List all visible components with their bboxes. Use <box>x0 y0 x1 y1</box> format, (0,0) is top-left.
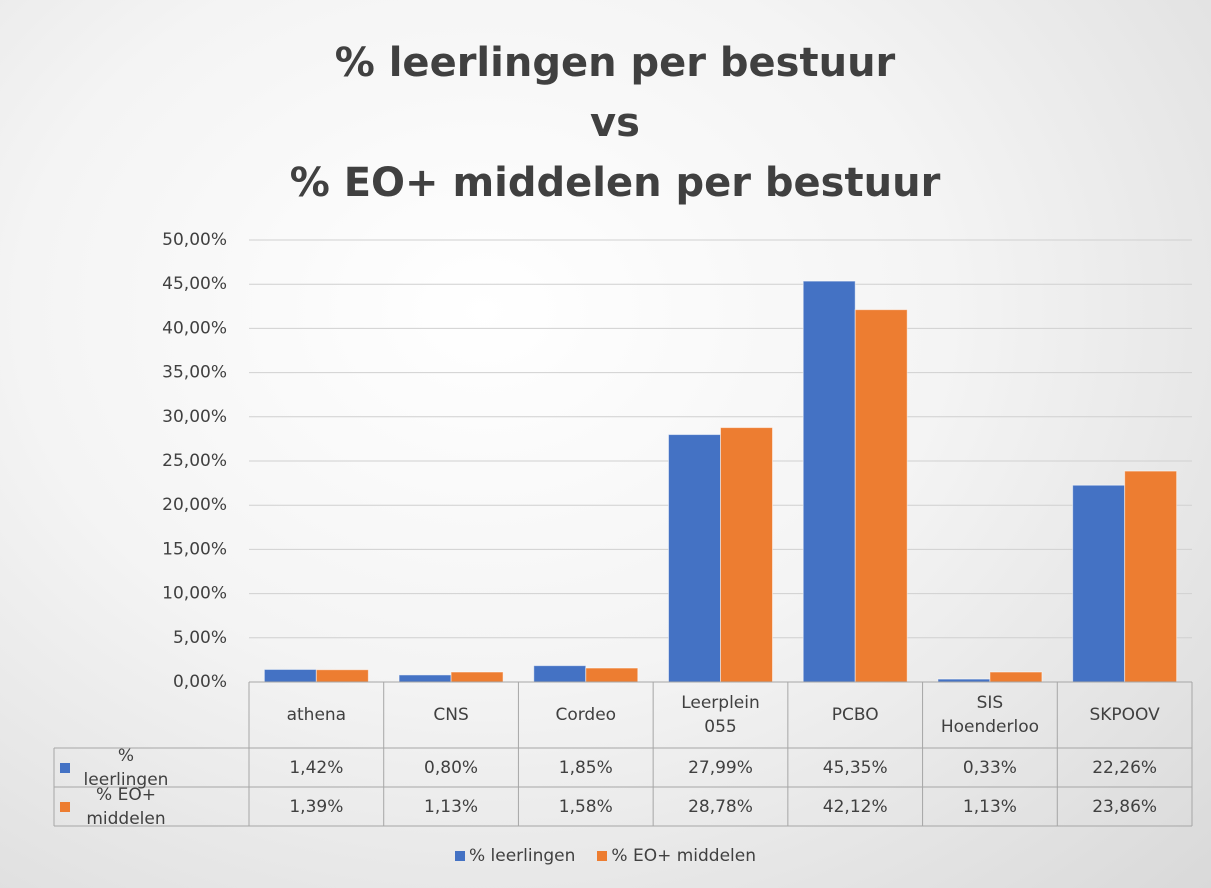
chart-title: vs <box>590 100 640 146</box>
legend: % leerlingen % EO+ middelen <box>0 846 1211 866</box>
cell-text: 1,13% <box>962 796 1017 817</box>
bar <box>585 667 639 683</box>
cell-text: athena <box>286 705 347 725</box>
bar <box>720 427 773 683</box>
x-tick-label: Leerplein 055 <box>653 682 788 748</box>
data-label: 45,35% <box>788 748 923 787</box>
y-tick-label: 10,00% <box>162 584 227 604</box>
bar <box>315 669 369 683</box>
cell-text: 45,35% <box>822 757 888 778</box>
bar <box>854 309 908 683</box>
bar <box>668 434 721 683</box>
cell-text: CNS <box>433 705 469 725</box>
table-row-header: % leerlingen <box>54 746 249 790</box>
data-label: 23,86% <box>1057 787 1192 826</box>
cell-text: SIS Hoenderloo <box>940 693 1039 737</box>
bar <box>450 671 504 683</box>
x-tick-label: SIS Hoenderloo <box>923 682 1058 748</box>
data-label: 22,26% <box>1057 748 1192 787</box>
cell-text: 0,33% <box>962 757 1017 778</box>
cell-text: 1,85% <box>558 757 613 778</box>
data-label: 1,13% <box>384 787 519 826</box>
y-tick-label: 15,00% <box>162 539 227 559</box>
chart-title: % EO+ middelen per bestuur <box>290 160 941 206</box>
data-label: 1,42% <box>249 748 384 787</box>
legend-label: % EO+ middelen <box>611 846 757 866</box>
bar <box>533 665 587 683</box>
bar <box>263 668 317 683</box>
data-label: 1,13% <box>923 787 1058 826</box>
cell-text: 1,58% <box>558 796 613 817</box>
legend-key <box>60 801 70 812</box>
data-label: 1,58% <box>518 787 653 826</box>
x-tick-label: athena <box>249 682 384 748</box>
legend-item: % leerlingen <box>454 846 576 866</box>
data-label: 0,33% <box>923 748 1058 787</box>
table-row-header: % EO+ middelen <box>54 785 249 829</box>
cell-text: 42,12% <box>822 796 888 817</box>
y-tick-label: 0,00% <box>173 672 227 692</box>
cell-text: 1,39% <box>289 796 344 817</box>
x-tick-label: Cordeo <box>518 682 653 748</box>
cell-text: 1,42% <box>289 757 344 778</box>
y-tick-label: 5,00% <box>173 628 227 648</box>
data-label: 27,99% <box>653 748 788 787</box>
data-label: 1,85% <box>518 748 653 787</box>
cell-text: 1,13% <box>424 796 479 817</box>
cell-text: Leerplein 055 <box>681 693 760 737</box>
bar <box>989 671 1043 683</box>
y-tick-label: 30,00% <box>162 407 227 427</box>
cell-text: 0,80% <box>424 757 479 778</box>
chart-title: % leerlingen per bestuur <box>335 40 896 86</box>
data-label: 28,78% <box>653 787 788 826</box>
cell-text: % leerlingen <box>83 745 169 790</box>
y-tick-label: 40,00% <box>162 318 227 338</box>
legend-label: % leerlingen <box>468 846 576 866</box>
y-tick-label: 25,00% <box>162 451 227 471</box>
x-tick-label: PCBO <box>788 682 923 748</box>
y-tick-label: 45,00% <box>162 274 227 294</box>
legend-key <box>454 851 465 861</box>
legend-key <box>597 851 608 861</box>
data-label: 0,80% <box>384 748 519 787</box>
cell-text: Cordeo <box>555 705 617 725</box>
cell-text: 28,78% <box>688 796 753 817</box>
y-tick-label: 50,00% <box>162 230 227 250</box>
cell-text: PCBO <box>831 705 879 725</box>
cell-text: SKPOOV <box>1089 705 1160 725</box>
bar <box>802 280 856 683</box>
x-tick-label: CNS <box>384 682 519 748</box>
cell-text: 27,99% <box>688 757 753 778</box>
bar <box>1124 470 1178 683</box>
data-label: 42,12% <box>788 787 923 826</box>
y-tick-label: 20,00% <box>162 495 227 515</box>
legend-key <box>60 762 70 773</box>
cell-text: % EO+ middelen <box>86 784 166 829</box>
data-label: 1,39% <box>249 787 384 826</box>
cell-text: 22,26% <box>1092 757 1158 778</box>
bar <box>1072 484 1126 683</box>
bar <box>398 674 452 683</box>
cell-text: 23,86% <box>1092 796 1158 817</box>
y-tick-label: 35,00% <box>162 363 227 383</box>
legend-item: % EO+ middelen <box>597 846 756 866</box>
x-tick-label: SKPOOV <box>1057 682 1192 748</box>
